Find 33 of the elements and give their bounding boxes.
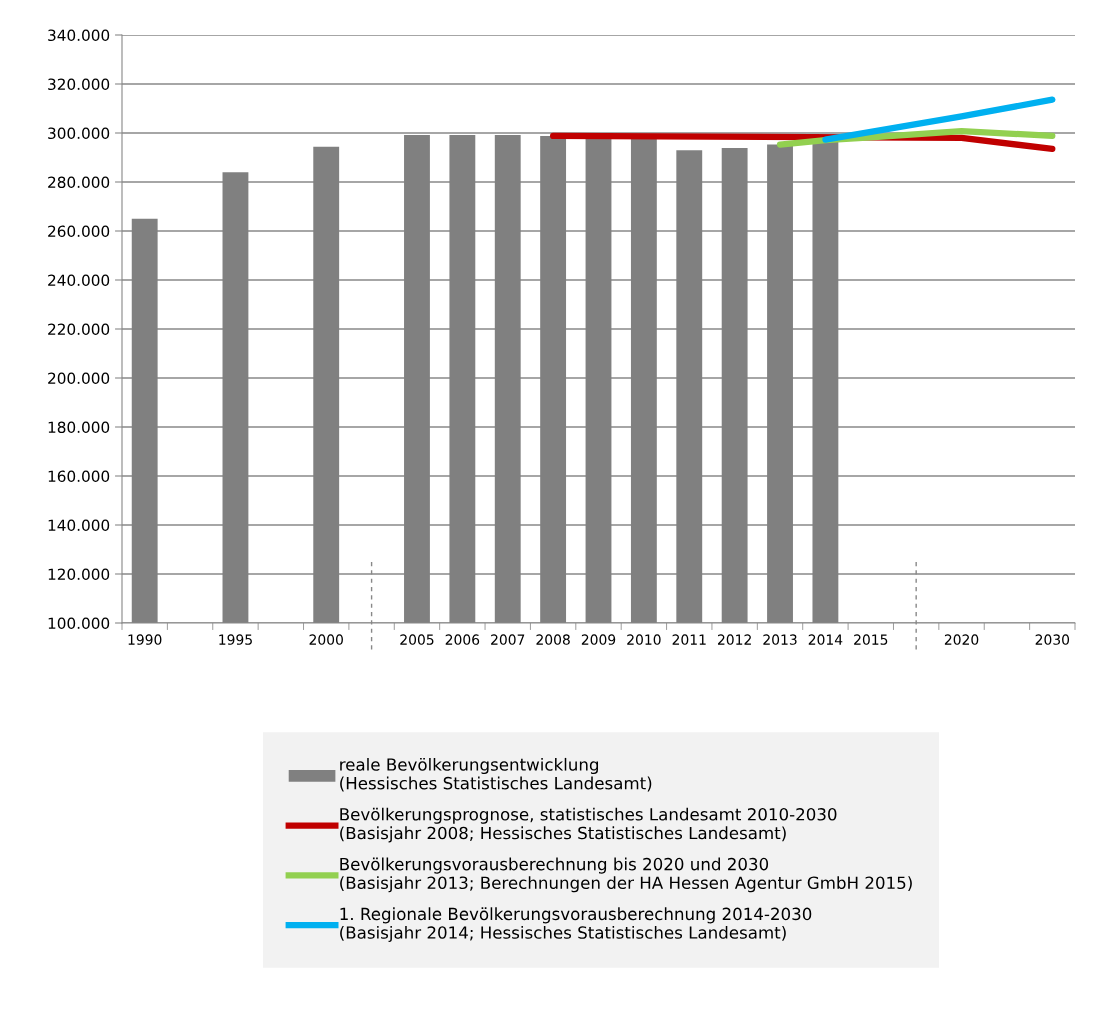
y-tick-label: 340.000 [48,29,110,42]
y-tick-label: 140.000 [48,519,110,532]
legend-label: 1. Regionale Bevölkerungsvorausberechnung 2014-2030 (Basisjahr 2014; Hessisches Statistisches Landesamt) [340,907,812,943]
x-tick-label: 2008 [536,634,570,645]
x-tick-label: 2013 [763,634,797,645]
y-tick-label: 280.000 [48,176,110,189]
y-tick-label: 180.000 [48,421,110,434]
x-tick-label: 2010 [627,634,661,645]
x-tick-label: 2006 [445,634,480,645]
legend-label: reale Bevölkerungsentwicklung (Hessisches Statistisches Landesamt) [340,757,652,792]
y-tick-label: 220.000 [48,323,110,336]
x-tick-label: 2020 [944,634,979,645]
x-tick-label: 2009 [581,634,616,645]
legend-label: Bevölkerungsvorausberechnung bis 2020 und 2030 (Basisjahr 2013; Berechnungen der HA Hessen Agentur GmbH 2015) [340,857,912,893]
x-tick-label: 2011 [672,634,706,645]
y-tick-label: 100.000 [48,617,110,630]
x-tick-label: 2014 [808,634,843,645]
x-tick-label: 1990 [128,634,162,645]
y-tick-label: 320.000 [48,78,110,91]
y-tick-label: 260.000 [48,225,110,238]
x-tick-label: 1995 [219,634,252,645]
y-tick-label: 300.000 [48,127,110,140]
x-tick-label: 2012 [717,634,751,645]
x-tick-label: 2000 [309,634,343,645]
legend-label: Bevölkerungsprognose, statistisches Landesamt 2010-2030 (Basisjahr 2008; Hessisches Statistisches Landesamt) [340,807,837,843]
y-tick-label: 120.000 [48,568,110,581]
x-tick-label: 2030 [1035,634,1070,645]
x-tick-label: 2015 [854,634,888,645]
y-tick-label: 200.000 [48,372,110,385]
y-tick-label: 160.000 [48,470,110,483]
x-tick-label: 2005 [400,634,434,645]
y-tick-label: 240.000 [48,274,110,287]
x-tick-label: 2007 [491,634,525,645]
